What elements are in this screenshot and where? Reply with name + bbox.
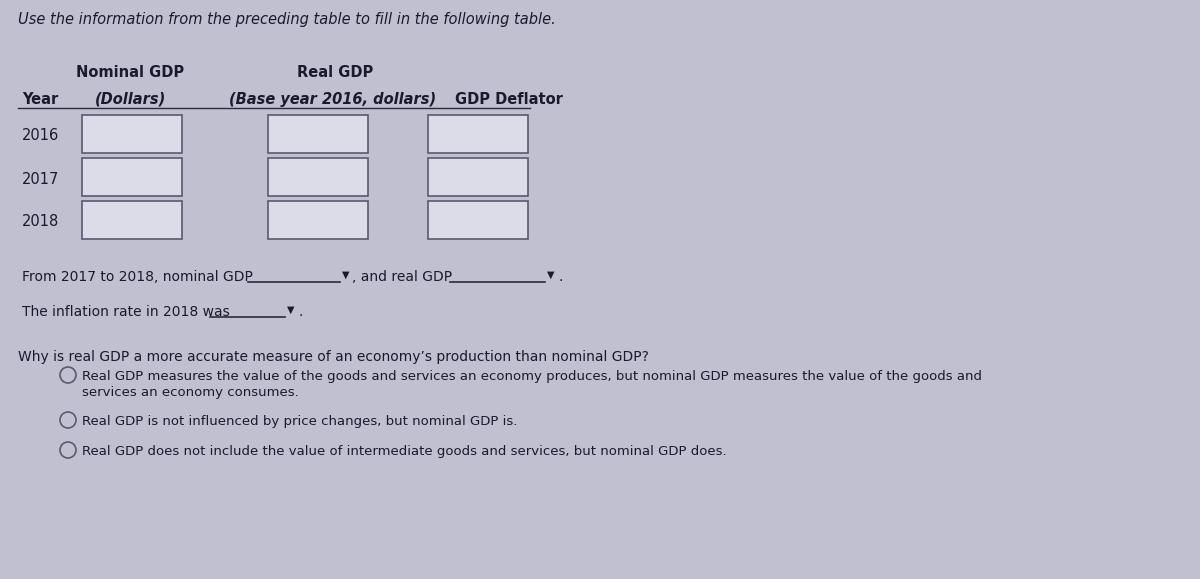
Text: (Base year 2016, dollars): (Base year 2016, dollars) bbox=[229, 92, 437, 107]
Text: .: . bbox=[558, 270, 563, 284]
Text: From 2017 to 2018, nominal GDP: From 2017 to 2018, nominal GDP bbox=[22, 270, 253, 284]
Text: Use the information from the preceding table to fill in the following table.: Use the information from the preceding t… bbox=[18, 12, 556, 27]
Bar bbox=[428, 115, 528, 153]
Text: (Dollars): (Dollars) bbox=[95, 92, 166, 107]
Bar bbox=[82, 158, 182, 196]
Bar bbox=[428, 201, 528, 239]
Text: The inflation rate in 2018 was: The inflation rate in 2018 was bbox=[22, 305, 229, 319]
Text: services an economy consumes.: services an economy consumes. bbox=[82, 386, 299, 399]
Text: Real GDP measures the value of the goods and services an economy produces, but n: Real GDP measures the value of the goods… bbox=[82, 370, 982, 383]
Text: 2017: 2017 bbox=[22, 171, 59, 186]
Text: GDP Deflator: GDP Deflator bbox=[455, 92, 563, 107]
Text: .: . bbox=[298, 305, 302, 319]
Text: ▼: ▼ bbox=[287, 305, 294, 315]
Text: ▼: ▼ bbox=[342, 270, 349, 280]
Text: Why is real GDP a more accurate measure of an economy’s production than nominal : Why is real GDP a more accurate measure … bbox=[18, 350, 649, 364]
Text: Nominal GDP: Nominal GDP bbox=[76, 65, 184, 80]
Bar bbox=[82, 115, 182, 153]
Bar bbox=[428, 158, 528, 196]
Text: Real GDP: Real GDP bbox=[296, 65, 373, 80]
Bar bbox=[82, 201, 182, 239]
Text: 2016: 2016 bbox=[22, 129, 59, 144]
Text: Year: Year bbox=[22, 92, 59, 107]
Bar bbox=[268, 115, 368, 153]
Text: 2018: 2018 bbox=[22, 214, 59, 229]
Bar bbox=[268, 158, 368, 196]
Text: Real GDP is not influenced by price changes, but nominal GDP is.: Real GDP is not influenced by price chan… bbox=[82, 415, 517, 428]
Text: ▼: ▼ bbox=[547, 270, 554, 280]
Text: Real GDP does not include the value of intermediate goods and services, but nomi: Real GDP does not include the value of i… bbox=[82, 445, 727, 458]
Bar bbox=[268, 201, 368, 239]
Text: , and real GDP: , and real GDP bbox=[352, 270, 452, 284]
